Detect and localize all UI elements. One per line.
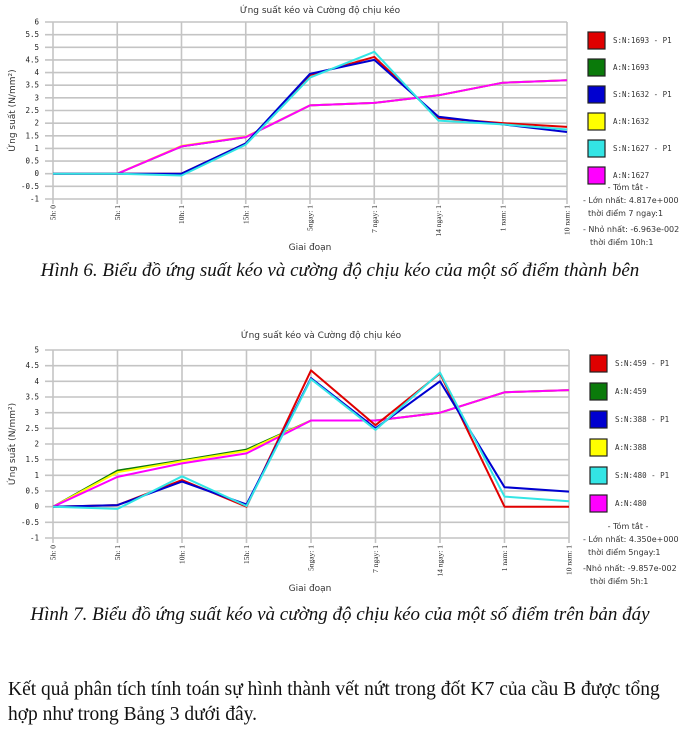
x-tick-label: 1 nam: 1 [498, 205, 507, 231]
x-tick-label: 15h: 1 [242, 545, 251, 564]
legend-label: S:N:480 - P1 [615, 471, 669, 480]
x-tick-label: 5ngay: 1 [306, 205, 315, 231]
legend-swatch [587, 112, 606, 131]
chart-title: Ứng suất kéo và Cường độ chịu kéo [241, 329, 402, 341]
x-tick-label: 5ngay: 1 [307, 545, 316, 571]
series-line-6 [53, 79, 568, 175]
legend-label: A:N:388 [615, 443, 647, 452]
x-tick-label: 10h: 1 [178, 545, 187, 564]
legend-swatch [587, 58, 606, 77]
legend-swatch [587, 139, 606, 158]
summary-max-label: - Lớn nhất: 4.350e+000 [583, 534, 679, 544]
x-tick-label: 14 ngay: 1 [436, 545, 445, 577]
legend-label: A:N:459 [615, 387, 647, 396]
x-tick-label: 10h: 1 [177, 205, 186, 224]
y-tick-label: 2.5 [25, 424, 39, 433]
y-tick-label: 3.5 [25, 393, 39, 402]
y-tick-label: 6 [34, 18, 39, 27]
legend-swatch [589, 382, 608, 401]
chart-title: Ứng suất kéo và Cường độ chịu kéo [240, 4, 401, 16]
series-line-6 [52, 389, 570, 508]
y-tick-label: 1.5 [25, 455, 39, 464]
legend-label: S:N:388 - P1 [615, 415, 669, 424]
legend-label: S:N:459 - P1 [615, 359, 669, 368]
figure-7-caption-text: Hình 7. Biểu đồ ứng suất kéo và cường độ… [30, 604, 650, 625]
y-tick-label: 2.5 [25, 106, 39, 115]
legend-label: S:N:1627 - P1 [613, 144, 672, 153]
x-tick-label: 7 ngay: 1 [370, 205, 379, 233]
figure-6-caption-text: Hình 6. Biểu đồ ứng suất kéo và cường độ… [40, 260, 640, 281]
summary-min-label: - Nhỏ nhất: -6.963e-002 [583, 224, 679, 234]
y-tick-label: 2 [34, 440, 39, 449]
summary-min-time: thời điểm 5h:1 [590, 576, 648, 586]
figure-7-caption: Hình 7. Biểu đồ ứng suất kéo và cường độ… [0, 602, 680, 627]
y-tick-label: 1 [34, 144, 39, 153]
x-tick-label: 5h: 1 [113, 205, 122, 220]
chart-figure-6: 6 5.5 5 4.5 4 3.5 3 2.5 2 1.5 1 0.5 0 -0.5 -1 5h: 0 5h: … [6, 4, 679, 253]
figure-6-caption: Hình 6. Biểu đồ ứng suất kéo và cường độ… [0, 258, 680, 283]
x-tick-label: 10 nam: 1 [563, 205, 572, 235]
y-tick-label: 2 [34, 119, 39, 128]
legend-swatch [589, 466, 608, 485]
y-tick-label: 4 [34, 377, 39, 386]
x-tick-label: 5h: 0 [49, 545, 58, 560]
legend-swatch [589, 494, 608, 513]
legend-swatch [587, 85, 606, 104]
body-paragraph: Kết quả phân tích tính toán sự hình thàn… [8, 679, 660, 725]
legend-label: A:N:1632 [613, 117, 649, 126]
legend-label: A:N:480 [615, 499, 647, 508]
x-axis-label: Giai đoạn [289, 584, 332, 594]
legend-label: S:N:1693 - P1 [613, 36, 672, 45]
legend-swatch [587, 166, 606, 185]
summary-max-time: thời điểm 7 ngay:1 [588, 208, 663, 218]
y-tick-label: -0.5 [21, 182, 39, 191]
y-tick-label: 1 [34, 471, 39, 480]
series-line-5 [53, 50, 568, 177]
legend-label: A:N:1627 [613, 171, 649, 180]
x-axis-label: Giai đoạn [289, 243, 332, 253]
y-tick-label: 5 [34, 346, 39, 355]
legend-swatch [589, 354, 608, 373]
y-tick-label: 4 [34, 68, 39, 77]
y-tick-label: 1.5 [25, 131, 39, 140]
y-tick-label: 0.5 [25, 157, 39, 166]
x-tick-label: 1 nam: 1 [500, 545, 509, 571]
x-tick-label: 10 nam: 1 [565, 545, 574, 575]
summary-max-time: thời điểm 5ngay:1 [588, 547, 661, 557]
legend-label: S:N:1632 - P1 [613, 90, 672, 99]
y-tick-label: 3 [34, 408, 39, 417]
legend-swatch [587, 31, 606, 50]
y-tick-label: 3 [34, 93, 39, 102]
y-tick-label: -1 [30, 195, 39, 204]
series-line-5 [52, 371, 570, 510]
x-tick-label: 14 ngay: 1 [434, 205, 443, 237]
y-tick-label: -1 [30, 534, 39, 543]
y-tick-label: 0 [34, 169, 39, 178]
y-tick-label: 0 [34, 502, 39, 511]
legend-swatch [589, 410, 608, 429]
legend-swatch [589, 438, 608, 457]
chart-figure-7: 5 4.5 4 3.5 3 2.5 2 1.5 1 0.5 0 -0.5 -1 5h: 0 5h: 1 10h… [6, 329, 679, 594]
x-tick-label: 5h: 0 [49, 205, 58, 220]
x-tick-label: 7 ngay: 1 [371, 545, 380, 573]
x-tick-label: 15h: 1 [241, 205, 250, 224]
summary-min-label: -Nhỏ nhất: -9.857e-002 [583, 563, 677, 573]
summary-heading: - Tóm tắt - [608, 521, 649, 531]
y-tick-label: 0.5 [25, 487, 39, 496]
y-tick-label: 4.5 [25, 361, 39, 370]
legend-label: A:N:1693 [613, 63, 649, 72]
y-tick-label: -0.5 [21, 518, 39, 527]
y-tick-label: 5.5 [25, 30, 39, 39]
x-tick-label: 5h: 1 [113, 545, 122, 560]
summary-max-label: - Lớn nhất: 4.817e+000 [583, 195, 679, 205]
y-tick-label: 3.5 [25, 81, 39, 90]
y-tick-label: 5 [34, 43, 39, 52]
y-axis-label: Ứng suất (N/mm²) [6, 403, 18, 485]
summary-heading: - Tóm tắt - [608, 182, 649, 192]
y-tick-label: 4.5 [25, 55, 39, 64]
summary-min-time: thời điểm 10h:1 [590, 237, 653, 247]
y-axis-label: Ứng suất (N/mm²) [6, 69, 18, 151]
